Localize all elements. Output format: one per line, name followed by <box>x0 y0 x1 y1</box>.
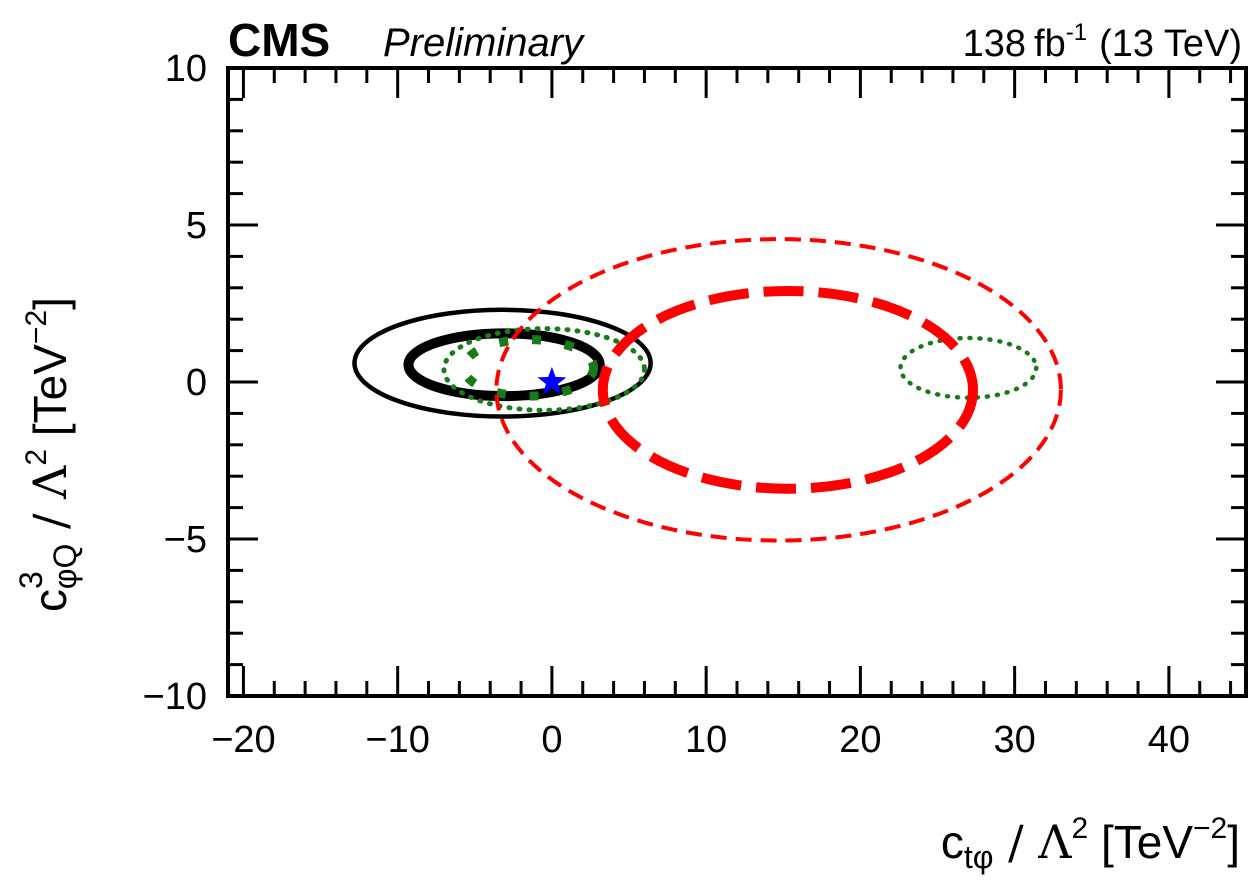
x-axis-sq: 2 <box>1071 812 1088 845</box>
lumi-value: 138 <box>963 23 1026 65</box>
contour-green-dotted-outer-left <box>441 326 647 413</box>
y-axis-title: c3φQ / Λ2 [TeV−2] <box>13 297 83 612</box>
x-tick-label: 0 <box>541 719 562 761</box>
x-tick-label: −20 <box>211 719 275 761</box>
y-tick-label: −10 <box>143 676 207 718</box>
experiment-label: CMS <box>228 14 330 66</box>
y-axis-sub: φQ <box>47 544 83 590</box>
energy-label: (13 TeV) <box>1099 23 1242 65</box>
x-tick-label: 20 <box>839 719 881 761</box>
contour-lines <box>352 237 1063 543</box>
x-axis-unit: [TeV <box>1088 816 1193 868</box>
y-axis-close: ] <box>24 297 76 310</box>
contour-green-dotted-thick-left <box>459 335 599 401</box>
plot-frame <box>226 66 1248 698</box>
axis-ticks <box>228 66 1246 698</box>
x-axis-c: c <box>941 816 964 868</box>
lumi-unit: fb <box>1034 23 1066 65</box>
contour-black-solid-thin <box>352 307 653 419</box>
contour-red-dashed-thin <box>494 237 1063 543</box>
x-axis-title: ctφ / Λ2 [TeV−2] <box>941 812 1240 875</box>
y-tick-label: 0 <box>186 362 207 404</box>
status-label: Preliminary <box>383 21 586 65</box>
x-axis-lambda: / Λ <box>994 815 1073 869</box>
y-axis-unit: [TeV <box>24 344 76 449</box>
markers <box>537 366 567 395</box>
y-axis-sq: 2 <box>20 449 53 466</box>
x-axis-sub: tφ <box>964 839 994 875</box>
y-axis-sup: 3 <box>13 571 49 589</box>
x-tick-label: −10 <box>365 719 429 761</box>
y-axis-uexp: −2 <box>20 310 53 344</box>
x-tick-label: 10 <box>685 719 727 761</box>
y-axis-lambda: / Λ <box>23 465 77 544</box>
y-axis-c: c <box>24 589 76 612</box>
x-axis-uexp: −2 <box>1193 812 1227 845</box>
best-fit-star <box>537 366 567 395</box>
x-tick-label: 40 <box>1148 719 1190 761</box>
x-axis-close: ] <box>1227 816 1240 868</box>
x-tick-label: 30 <box>993 719 1035 761</box>
y-tick-label: 10 <box>165 48 207 90</box>
lumi-label: 138 fb-1 (13 TeV) <box>963 19 1242 65</box>
y-tick-label: 5 <box>186 205 207 247</box>
y-tick-label: −5 <box>164 519 207 561</box>
lumi-exp: -1 <box>1066 19 1087 46</box>
contour-red-dashed-thick <box>597 285 978 494</box>
